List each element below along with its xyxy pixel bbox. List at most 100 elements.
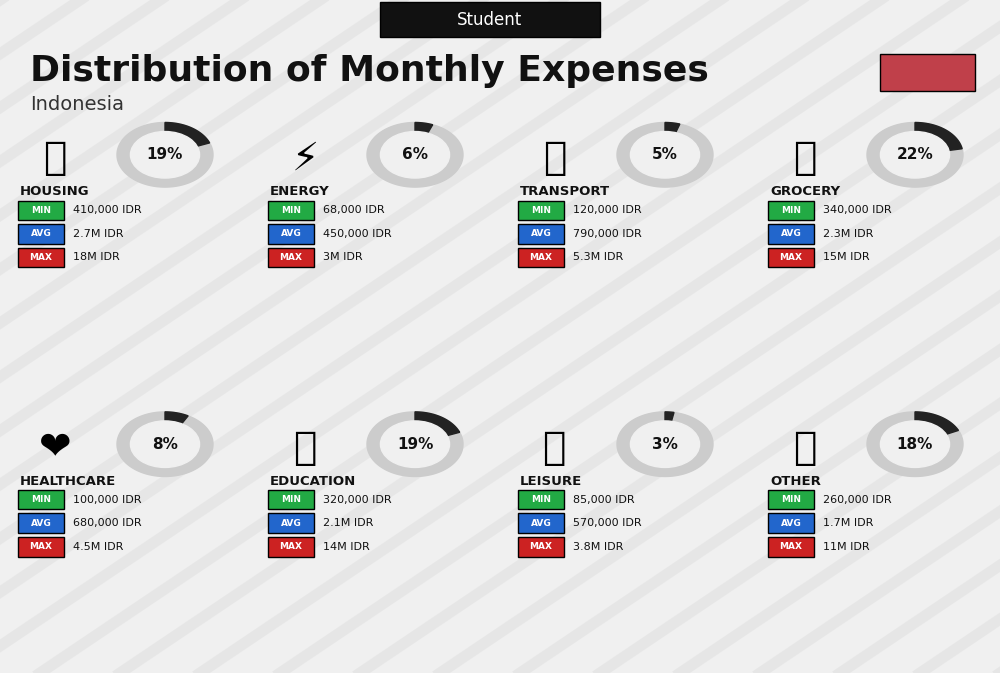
FancyBboxPatch shape xyxy=(880,54,975,91)
Text: ❤️: ❤️ xyxy=(39,429,71,466)
Text: 14M IDR: 14M IDR xyxy=(323,542,370,552)
FancyBboxPatch shape xyxy=(268,201,314,220)
Text: 🛒: 🛒 xyxy=(793,139,817,177)
Circle shape xyxy=(630,421,700,468)
FancyBboxPatch shape xyxy=(18,490,64,509)
FancyBboxPatch shape xyxy=(768,490,814,509)
Text: 450,000 IDR: 450,000 IDR xyxy=(323,229,392,239)
Text: 🛍️: 🛍️ xyxy=(543,429,567,466)
Polygon shape xyxy=(367,412,463,476)
Text: 1.7M IDR: 1.7M IDR xyxy=(823,518,873,528)
FancyBboxPatch shape xyxy=(768,224,814,244)
FancyBboxPatch shape xyxy=(268,513,314,533)
Polygon shape xyxy=(117,122,213,187)
Polygon shape xyxy=(867,412,963,476)
Text: AVG: AVG xyxy=(31,229,51,238)
FancyBboxPatch shape xyxy=(518,201,564,220)
Polygon shape xyxy=(915,412,958,434)
Text: 570,000 IDR: 570,000 IDR xyxy=(573,518,642,528)
Text: OTHER: OTHER xyxy=(770,474,821,488)
Text: 68,000 IDR: 68,000 IDR xyxy=(323,205,385,215)
Polygon shape xyxy=(617,122,713,187)
Text: AVG: AVG xyxy=(281,519,301,528)
Text: 18M IDR: 18M IDR xyxy=(73,252,120,262)
Text: HEALTHCARE: HEALTHCARE xyxy=(20,474,116,488)
Text: MIN: MIN xyxy=(531,206,551,215)
Text: 🏢: 🏢 xyxy=(43,139,67,177)
Text: MAX: MAX xyxy=(530,253,552,262)
Text: MAX: MAX xyxy=(780,542,802,551)
Text: 320,000 IDR: 320,000 IDR xyxy=(323,495,392,505)
Text: MIN: MIN xyxy=(281,495,301,504)
FancyBboxPatch shape xyxy=(518,224,564,244)
Text: 11M IDR: 11M IDR xyxy=(823,542,870,552)
FancyBboxPatch shape xyxy=(268,490,314,509)
Text: 3%: 3% xyxy=(652,437,678,452)
Text: LEISURE: LEISURE xyxy=(520,474,582,488)
Circle shape xyxy=(380,421,450,468)
Text: EDUCATION: EDUCATION xyxy=(270,474,356,488)
FancyBboxPatch shape xyxy=(768,248,814,267)
Circle shape xyxy=(880,421,950,468)
Text: 🎓: 🎓 xyxy=(293,429,317,466)
Text: AVG: AVG xyxy=(281,229,301,238)
FancyBboxPatch shape xyxy=(518,490,564,509)
Polygon shape xyxy=(367,122,463,187)
Text: MAX: MAX xyxy=(780,253,802,262)
Text: AVG: AVG xyxy=(781,519,801,528)
Text: MIN: MIN xyxy=(31,495,51,504)
Text: MIN: MIN xyxy=(31,206,51,215)
Text: MIN: MIN xyxy=(781,495,801,504)
FancyBboxPatch shape xyxy=(518,537,564,557)
Text: 2.7M IDR: 2.7M IDR xyxy=(73,229,124,239)
Text: 340,000 IDR: 340,000 IDR xyxy=(823,205,892,215)
Text: 8%: 8% xyxy=(152,437,178,452)
Text: MAX: MAX xyxy=(30,542,52,551)
Text: ENERGY: ENERGY xyxy=(270,185,330,199)
Text: MIN: MIN xyxy=(281,206,301,215)
Circle shape xyxy=(630,131,700,178)
Text: 18%: 18% xyxy=(897,437,933,452)
FancyBboxPatch shape xyxy=(518,248,564,267)
Text: 790,000 IDR: 790,000 IDR xyxy=(573,229,642,239)
Polygon shape xyxy=(665,122,680,133)
Text: MAX: MAX xyxy=(530,542,552,551)
Polygon shape xyxy=(665,412,674,421)
FancyBboxPatch shape xyxy=(380,2,600,37)
Polygon shape xyxy=(117,412,213,476)
Text: 5%: 5% xyxy=(652,147,678,162)
Text: 3.8M IDR: 3.8M IDR xyxy=(573,542,623,552)
Text: AVG: AVG xyxy=(31,519,51,528)
Text: 💰: 💰 xyxy=(793,429,817,466)
FancyBboxPatch shape xyxy=(768,513,814,533)
Text: 19%: 19% xyxy=(147,147,183,162)
FancyBboxPatch shape xyxy=(768,201,814,220)
Circle shape xyxy=(380,131,450,178)
Text: 15M IDR: 15M IDR xyxy=(823,252,870,262)
Text: 5.3M IDR: 5.3M IDR xyxy=(573,252,623,262)
Text: 2.1M IDR: 2.1M IDR xyxy=(323,518,373,528)
Text: 410,000 IDR: 410,000 IDR xyxy=(73,205,142,215)
Circle shape xyxy=(130,131,200,178)
Text: MIN: MIN xyxy=(531,495,551,504)
Text: GROCERY: GROCERY xyxy=(770,185,840,199)
Text: TRANSPORT: TRANSPORT xyxy=(520,185,610,199)
FancyBboxPatch shape xyxy=(268,224,314,244)
Polygon shape xyxy=(867,122,963,187)
Text: HOUSING: HOUSING xyxy=(20,185,90,199)
Text: 🚌: 🚌 xyxy=(543,139,567,177)
FancyBboxPatch shape xyxy=(518,513,564,533)
Text: 85,000 IDR: 85,000 IDR xyxy=(573,495,635,505)
Text: AVG: AVG xyxy=(781,229,801,238)
Text: 3M IDR: 3M IDR xyxy=(323,252,363,262)
Text: MIN: MIN xyxy=(781,206,801,215)
Text: Student: Student xyxy=(457,11,523,28)
Text: 260,000 IDR: 260,000 IDR xyxy=(823,495,892,505)
FancyBboxPatch shape xyxy=(18,537,64,557)
Text: ⚡: ⚡ xyxy=(291,139,319,177)
Text: Distribution of Monthly Expenses: Distribution of Monthly Expenses xyxy=(30,54,709,87)
Text: AVG: AVG xyxy=(531,229,551,238)
FancyBboxPatch shape xyxy=(18,201,64,220)
FancyBboxPatch shape xyxy=(18,248,64,267)
Polygon shape xyxy=(915,122,962,151)
